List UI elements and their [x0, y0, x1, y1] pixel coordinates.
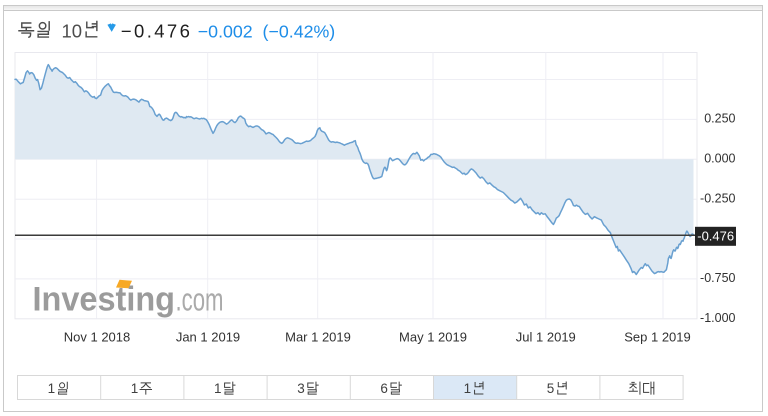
svg-text:0.250: 0.250: [704, 112, 735, 126]
svg-text:10: 10: [62, 20, 83, 41]
svg-text:Investing: Investing: [33, 281, 176, 319]
svg-text:6: 6: [380, 381, 388, 396]
svg-text:1: 1: [214, 381, 222, 396]
svg-text:Jul 1 2019: Jul 1 2019: [516, 330, 576, 345]
svg-text:3: 3: [297, 381, 305, 396]
svg-text:Nov 1 2018: Nov 1 2018: [64, 330, 131, 345]
svg-text:−0.002 (−0.42%): −0.002 (−0.42%): [198, 21, 335, 41]
svg-text:1: 1: [131, 381, 139, 396]
svg-text:Jan 1 2019: Jan 1 2019: [176, 330, 240, 345]
svg-text:5: 5: [547, 381, 555, 396]
svg-text:-0.476: -0.476: [697, 229, 734, 244]
svg-text:-0.250: -0.250: [700, 192, 735, 206]
svg-text:1: 1: [48, 381, 56, 396]
svg-text:Sep 1 2019: Sep 1 2019: [624, 330, 691, 345]
svg-text:-1.000: -1.000: [700, 311, 735, 325]
svg-text:Mar 1 2019: Mar 1 2019: [285, 330, 351, 345]
svg-text:May 1 2019: May 1 2019: [399, 330, 467, 345]
svg-text:-0.750: -0.750: [700, 271, 735, 285]
svg-text:.com: .com: [176, 282, 224, 318]
svg-text:−0.476: −0.476: [121, 21, 193, 42]
svg-text:1: 1: [464, 381, 472, 396]
svg-text:0.000: 0.000: [704, 152, 735, 166]
